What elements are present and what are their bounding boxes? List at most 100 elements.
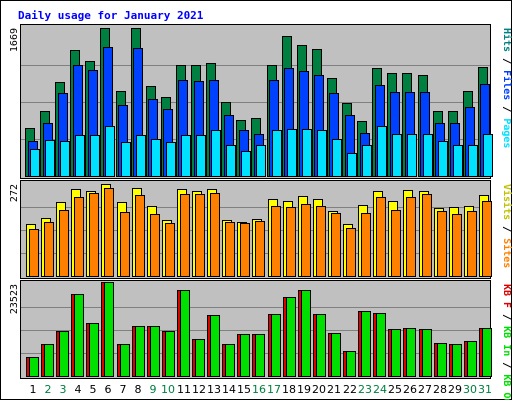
bar-pages-day-12 xyxy=(196,135,206,177)
bar-kb_in-day-24 xyxy=(376,313,386,377)
series-sites xyxy=(29,188,492,277)
day-label-14: 14 xyxy=(222,383,236,396)
day-label-4: 4 xyxy=(75,383,82,396)
day-label-26: 26 xyxy=(403,383,417,396)
bar-sites-day-22 xyxy=(346,228,356,277)
bar-sites-day-26 xyxy=(406,197,416,277)
day-label-8: 8 xyxy=(135,383,142,396)
bar-sites-day-31 xyxy=(482,201,492,277)
day-label-7: 7 xyxy=(120,383,127,396)
bar-sites-day-23 xyxy=(361,213,371,277)
panel-max-label: 272 xyxy=(9,184,20,202)
bar-pages-day-29 xyxy=(453,145,463,177)
bar-pages-day-18 xyxy=(287,129,297,177)
bar-kb_in-day-17 xyxy=(271,314,281,377)
day-label-28: 28 xyxy=(433,383,447,396)
bar-kb_in-day-27 xyxy=(422,329,432,377)
bar-sites-day-5 xyxy=(89,193,99,277)
panel-max-label: 23523 xyxy=(9,284,20,314)
day-label-2: 2 xyxy=(45,383,52,396)
legend-part-2: KB In xyxy=(501,326,512,356)
legend-part-3: / xyxy=(501,100,512,118)
day-label-18: 18 xyxy=(282,383,296,396)
bar-sites-day-7 xyxy=(120,212,130,277)
bar-kb_in-day-14 xyxy=(225,344,235,377)
bar-pages-day-21 xyxy=(332,139,342,177)
bar-sites-day-29 xyxy=(452,214,462,277)
panel-legend: Hits / Files / Pages xyxy=(501,28,512,148)
day-label-29: 29 xyxy=(448,383,462,396)
day-label-27: 27 xyxy=(418,383,432,396)
bar-pages-day-24 xyxy=(377,126,387,177)
legend-part-4: Pages xyxy=(501,118,512,148)
bar-sites-day-1 xyxy=(29,229,39,277)
bar-pages-day-1 xyxy=(30,149,40,177)
legend-part-1: / xyxy=(501,52,512,70)
day-label-17: 17 xyxy=(267,383,281,396)
bar-kb_in-day-15 xyxy=(240,334,250,377)
bar-kb_in-day-4 xyxy=(74,294,84,377)
bar-pages-day-26 xyxy=(407,134,417,177)
bar-sites-day-4 xyxy=(74,197,84,277)
bar-pages-day-13 xyxy=(211,130,221,177)
bar-sites-day-12 xyxy=(195,194,205,277)
bar-sites-day-28 xyxy=(437,211,447,277)
bar-kb_in-day-5 xyxy=(89,323,99,377)
bar-sites-day-9 xyxy=(150,214,160,277)
day-label-15: 15 xyxy=(237,383,251,396)
day-label-12: 12 xyxy=(192,383,206,396)
bar-pages-day-9 xyxy=(151,139,161,177)
bar-sites-day-14 xyxy=(225,222,235,277)
day-label-25: 25 xyxy=(388,383,402,396)
bar-kb_in-day-8 xyxy=(135,326,145,377)
bar-kb_in-day-3 xyxy=(59,331,69,377)
day-label-24: 24 xyxy=(373,383,387,396)
bar-pages-day-15 xyxy=(241,151,251,177)
bar-kb_in-day-10 xyxy=(165,331,175,377)
bar-kb_in-day-23 xyxy=(361,311,371,377)
bar-pages-day-4 xyxy=(75,135,85,177)
bar-kb_in-day-25 xyxy=(391,329,401,377)
bar-sites-day-17 xyxy=(271,206,281,277)
bar-sites-day-21 xyxy=(331,213,341,277)
bar-pages-day-3 xyxy=(60,141,70,177)
panel-legend: KB F / KB In / KB Out xyxy=(501,284,512,400)
legend-part-4: KB Out xyxy=(501,374,512,400)
panel-max-label: 1669 xyxy=(9,28,20,52)
legend-part-1: / xyxy=(501,308,512,326)
bar-pages-day-16 xyxy=(256,145,266,177)
panel-1: 1669 Hits / Files / Pages xyxy=(9,24,512,179)
bar-sites-day-2 xyxy=(44,222,54,277)
bar-kb_in-day-9 xyxy=(150,326,160,377)
day-label-21: 21 xyxy=(327,383,341,396)
day-label-13: 13 xyxy=(207,383,221,396)
bar-kb_in-day-12 xyxy=(195,339,205,377)
bar-pages-day-30 xyxy=(468,145,478,177)
day-label-5: 5 xyxy=(90,383,97,396)
bar-pages-day-5 xyxy=(90,135,100,177)
bar-sites-day-15 xyxy=(240,223,250,277)
bar-sites-day-30 xyxy=(467,211,477,277)
bar-kb_in-day-22 xyxy=(346,351,356,377)
bar-kb_in-day-18 xyxy=(286,297,296,377)
bar-sites-day-13 xyxy=(210,193,220,277)
bar-kb_in-day-6 xyxy=(104,282,114,377)
legend-part-2: Files xyxy=(501,70,512,100)
bar-sites-day-11 xyxy=(180,194,190,277)
bar-pages-day-22 xyxy=(347,153,357,177)
bar-kb_in-day-30 xyxy=(467,341,477,377)
bar-pages-day-8 xyxy=(136,135,146,177)
bar-sites-day-24 xyxy=(376,197,386,277)
bar-kb_in-day-19 xyxy=(301,290,311,377)
day-label-23: 23 xyxy=(358,383,372,396)
bar-pages-day-20 xyxy=(317,130,327,177)
bar-pages-day-2 xyxy=(45,140,55,177)
day-label-22: 22 xyxy=(343,383,357,396)
legend-part-1: / xyxy=(501,220,512,238)
bar-sites-day-6 xyxy=(104,188,114,277)
bar-kb_in-day-2 xyxy=(44,344,54,377)
bar-sites-day-3 xyxy=(59,210,69,277)
day-label-30: 30 xyxy=(463,383,477,396)
day-label-1: 1 xyxy=(30,383,37,396)
